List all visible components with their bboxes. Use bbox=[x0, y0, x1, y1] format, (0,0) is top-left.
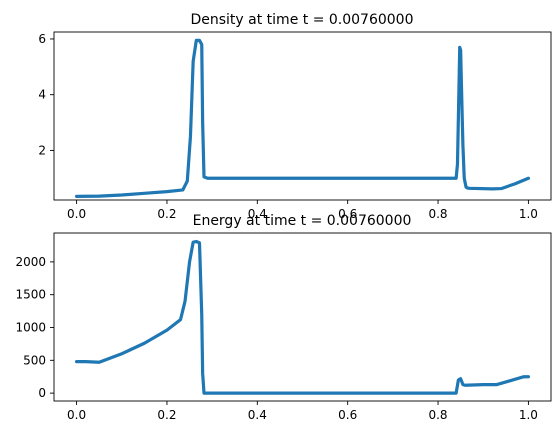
energy-x-tick-label: 1.0 bbox=[519, 408, 538, 422]
density-x-tick-label: 0.2 bbox=[157, 207, 176, 221]
energy-y-tick-label: 500 bbox=[23, 353, 46, 367]
density-x-tick-label: 0.8 bbox=[428, 207, 447, 221]
density-y-tick-label: 2 bbox=[38, 143, 46, 157]
density-x-tick-label: 0.6 bbox=[338, 207, 357, 221]
energy-x-tick-label: 0.4 bbox=[248, 408, 267, 422]
density-x-tick-label: 1.0 bbox=[519, 207, 538, 221]
energy-x-tick-label: 0.0 bbox=[67, 408, 86, 422]
energy-y-tick-label: 1500 bbox=[15, 288, 46, 302]
energy-y-tick-label: 2000 bbox=[15, 255, 46, 269]
energy-y-tick-label: 1000 bbox=[15, 321, 46, 335]
energy-plot-title: Energy at time t = 0.00760000 bbox=[193, 213, 412, 229]
energy-y-tick-label: 0 bbox=[38, 386, 46, 400]
energy-x-tick-label: 0.2 bbox=[157, 408, 176, 422]
density-x-tick-label: 0.0 bbox=[67, 207, 86, 221]
density-x-tick-label: 0.4 bbox=[248, 207, 267, 221]
energy-x-tick-label: 0.6 bbox=[338, 408, 357, 422]
energy-series-line bbox=[74, 239, 531, 395]
density-plot: Density at time t = 0.00760000 0.0 0.2 0.4… bbox=[38, 12, 552, 221]
density-y-tick-label: 4 bbox=[38, 88, 46, 102]
energy-x-tick-label: 0.8 bbox=[428, 408, 447, 422]
energy-plot-frame bbox=[53, 232, 552, 402]
density-plot-title: Density at time t = 0.00760000 bbox=[190, 12, 413, 28]
density-y-tick-label: 6 bbox=[38, 32, 46, 46]
density-plot-frame bbox=[53, 31, 552, 201]
density-series-line bbox=[74, 38, 531, 198]
energy-plot: 0.0 0.2 0.4 0.6 0.8 1.0 0 500 1000 1500 2000 Energ… bbox=[15, 213, 552, 422]
